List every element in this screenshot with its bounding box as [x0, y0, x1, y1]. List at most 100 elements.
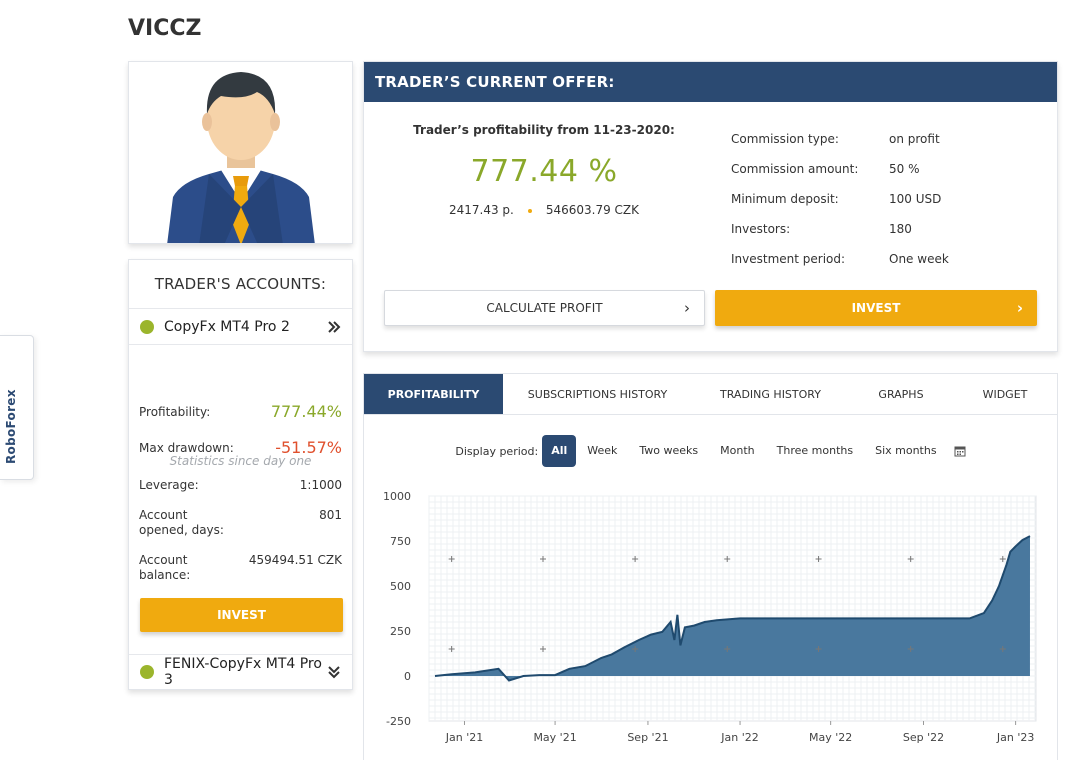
stat-label: Max drawdown:: [139, 441, 234, 455]
stat-label: Profitability:: [139, 405, 211, 419]
roboforex-label: RoboForex: [4, 389, 18, 464]
period-six-months[interactable]: Six months: [875, 444, 937, 457]
stat-label: Account opened, days:: [139, 508, 224, 537]
tab-bar: PROFITABILITY SUBSCRIPTIONS HISTORY TRAD…: [364, 374, 1057, 415]
stat-label: Leverage:: [139, 478, 199, 492]
account-item-fenix-copyfx-mt4-pro-3[interactable]: FENIX-CopyFx MT4 Pro 3: [129, 654, 352, 690]
offer-title: TRADER’S CURRENT OFFER:: [364, 62, 1057, 102]
period-month[interactable]: Month: [720, 444, 755, 457]
term-investment-period: Investment period: One week: [731, 244, 949, 274]
y-tick-label: -250: [386, 715, 411, 728]
profitability-area: [435, 536, 1030, 681]
invest-label: INVEST: [851, 301, 901, 315]
stat-value: 459494.51 CZK: [248, 553, 342, 567]
grid-marker: [540, 556, 547, 562]
stat-value: 801: [319, 508, 342, 522]
accounts-title: TRADER'S ACCOUNTS:: [129, 260, 352, 309]
term-value: 100 USD: [889, 192, 942, 206]
account-name: FENIX-CopyFx MT4 Pro 3: [164, 656, 322, 688]
grid-marker: [999, 556, 1006, 562]
y-tick-label: 750: [390, 535, 411, 548]
chevron-right-icon: ›: [684, 299, 690, 317]
grid-marker: [907, 646, 914, 652]
term-value: 180: [889, 222, 912, 236]
tab-subscriptions-history[interactable]: SUBSCRIPTIONS HISTORY: [527, 387, 668, 401]
profit-money: 546603.79 CZK: [545, 203, 640, 217]
term-key: Investment period:: [731, 252, 846, 266]
y-tick-label: 1000: [383, 490, 411, 503]
page-title: VICCZ: [128, 16, 202, 41]
x-tick-label: May '21: [533, 731, 576, 744]
grid-marker: [815, 646, 822, 652]
tab-graphs[interactable]: GRAPHS: [878, 387, 924, 401]
profit-details: 2417.43 p. 546603.79 CZK: [364, 203, 724, 217]
term-value: 50 %: [889, 162, 920, 176]
invest-button-account[interactable]: INVEST: [140, 598, 343, 632]
grid-marker: [632, 556, 639, 562]
term-value: on profit: [889, 132, 940, 146]
stat-account-opened: Account opened, days: 801: [139, 508, 342, 538]
term-key: Investors:: [731, 222, 791, 236]
plot-area: [428, 495, 1037, 722]
stat-value: 1:1000: [299, 478, 342, 492]
grid-marker: [999, 646, 1006, 652]
account-stats: Statistics since day one: [129, 345, 352, 655]
invest-button-offer[interactable]: INVEST ›: [715, 290, 1037, 326]
profitability-from-label: Trader’s profitability from 11-23-2020:: [413, 123, 675, 137]
y-tick-label: 500: [390, 580, 411, 593]
tab-profitability[interactable]: PROFITABILITY: [364, 374, 503, 414]
chevron-right-icon: ›: [1016, 299, 1023, 317]
x-tick-label: Sep '22: [903, 731, 944, 744]
grid-marker: [815, 556, 822, 562]
profitability-summary: Trader’s profitability from 11-23-2020: …: [364, 102, 724, 217]
display-period-selector: Display period: All Week Two weeks Month…: [364, 435, 1057, 467]
current-offer-panel: TRADER’S CURRENT OFFER: Trader’s profita…: [363, 61, 1058, 352]
term-commission-amount: Commission amount: 50 %: [731, 154, 949, 184]
stat-profitability: Profitability: 777.44%: [139, 402, 342, 421]
x-tick-label: Jan '23: [996, 731, 1034, 744]
account-name: CopyFx MT4 Pro 2: [164, 318, 290, 335]
stats-note: Statistics since day one: [169, 454, 312, 468]
profit-points: 2417.43 p.: [448, 203, 514, 217]
profitability-line: [434, 535, 1031, 682]
term-key: Commission amount:: [731, 162, 859, 176]
term-key: Commission type:: [731, 132, 839, 146]
term-investors: Investors: 180: [731, 214, 949, 244]
calendar-icon[interactable]: [954, 445, 966, 457]
stat-max-drawdown: Max drawdown: -51.57%: [139, 438, 342, 457]
x-tick-label: May '22: [809, 731, 852, 744]
account-status-dot: [140, 319, 154, 334]
roboforex-side-tab[interactable]: RoboForex: [0, 335, 34, 480]
tab-widget[interactable]: WIDGET: [982, 387, 1028, 401]
tab-trading-history[interactable]: TRADING HISTORY: [720, 387, 821, 401]
stat-value: 777.44%: [270, 402, 342, 421]
trader-avatar: [167, 72, 315, 243]
trader-avatar-card: [128, 61, 353, 244]
stat-value: -51.57%: [275, 438, 342, 457]
calculate-profit-button[interactable]: CALCULATE PROFIT ›: [384, 290, 705, 326]
period-two-weeks[interactable]: Two weeks: [639, 444, 699, 457]
profitability-chart: 1000 750 500 250 0 -250 Jan '21 May '21 Sep '21 J…: [383, 490, 1037, 744]
grid-marker: [724, 646, 731, 652]
term-value: One week: [889, 252, 949, 266]
y-tick-label: 0: [404, 670, 411, 683]
separator-dot: [527, 208, 532, 213]
grid-marker: [448, 556, 455, 562]
period-all[interactable]: All: [542, 435, 577, 467]
stat-label: Account balance:: [139, 553, 191, 582]
grid-marker: [632, 646, 639, 652]
double-chevron-down-icon: [328, 666, 340, 679]
grid-marker: [907, 556, 914, 562]
calculate-profit-label: CALCULATE PROFIT: [486, 301, 603, 315]
term-key: Minimum deposit:: [731, 192, 839, 206]
period-three-months[interactable]: Three months: [776, 444, 854, 457]
term-commission-type: Commission type: on profit: [731, 124, 949, 154]
profitability-value: 777.44 %: [470, 154, 618, 189]
traders-accounts-panel: TRADER'S ACCOUNTS: CopyFx MT4 Pro 2 Stat…: [128, 259, 353, 690]
grid-marker: [448, 646, 455, 652]
double-chevron-right-icon: [328, 320, 341, 333]
account-item-copyfx-mt4-pro-2[interactable]: CopyFx MT4 Pro 2: [129, 309, 352, 345]
period-week[interactable]: Week: [587, 444, 618, 457]
display-period-label: Display period:: [455, 444, 539, 458]
grid-marker: [540, 646, 547, 652]
